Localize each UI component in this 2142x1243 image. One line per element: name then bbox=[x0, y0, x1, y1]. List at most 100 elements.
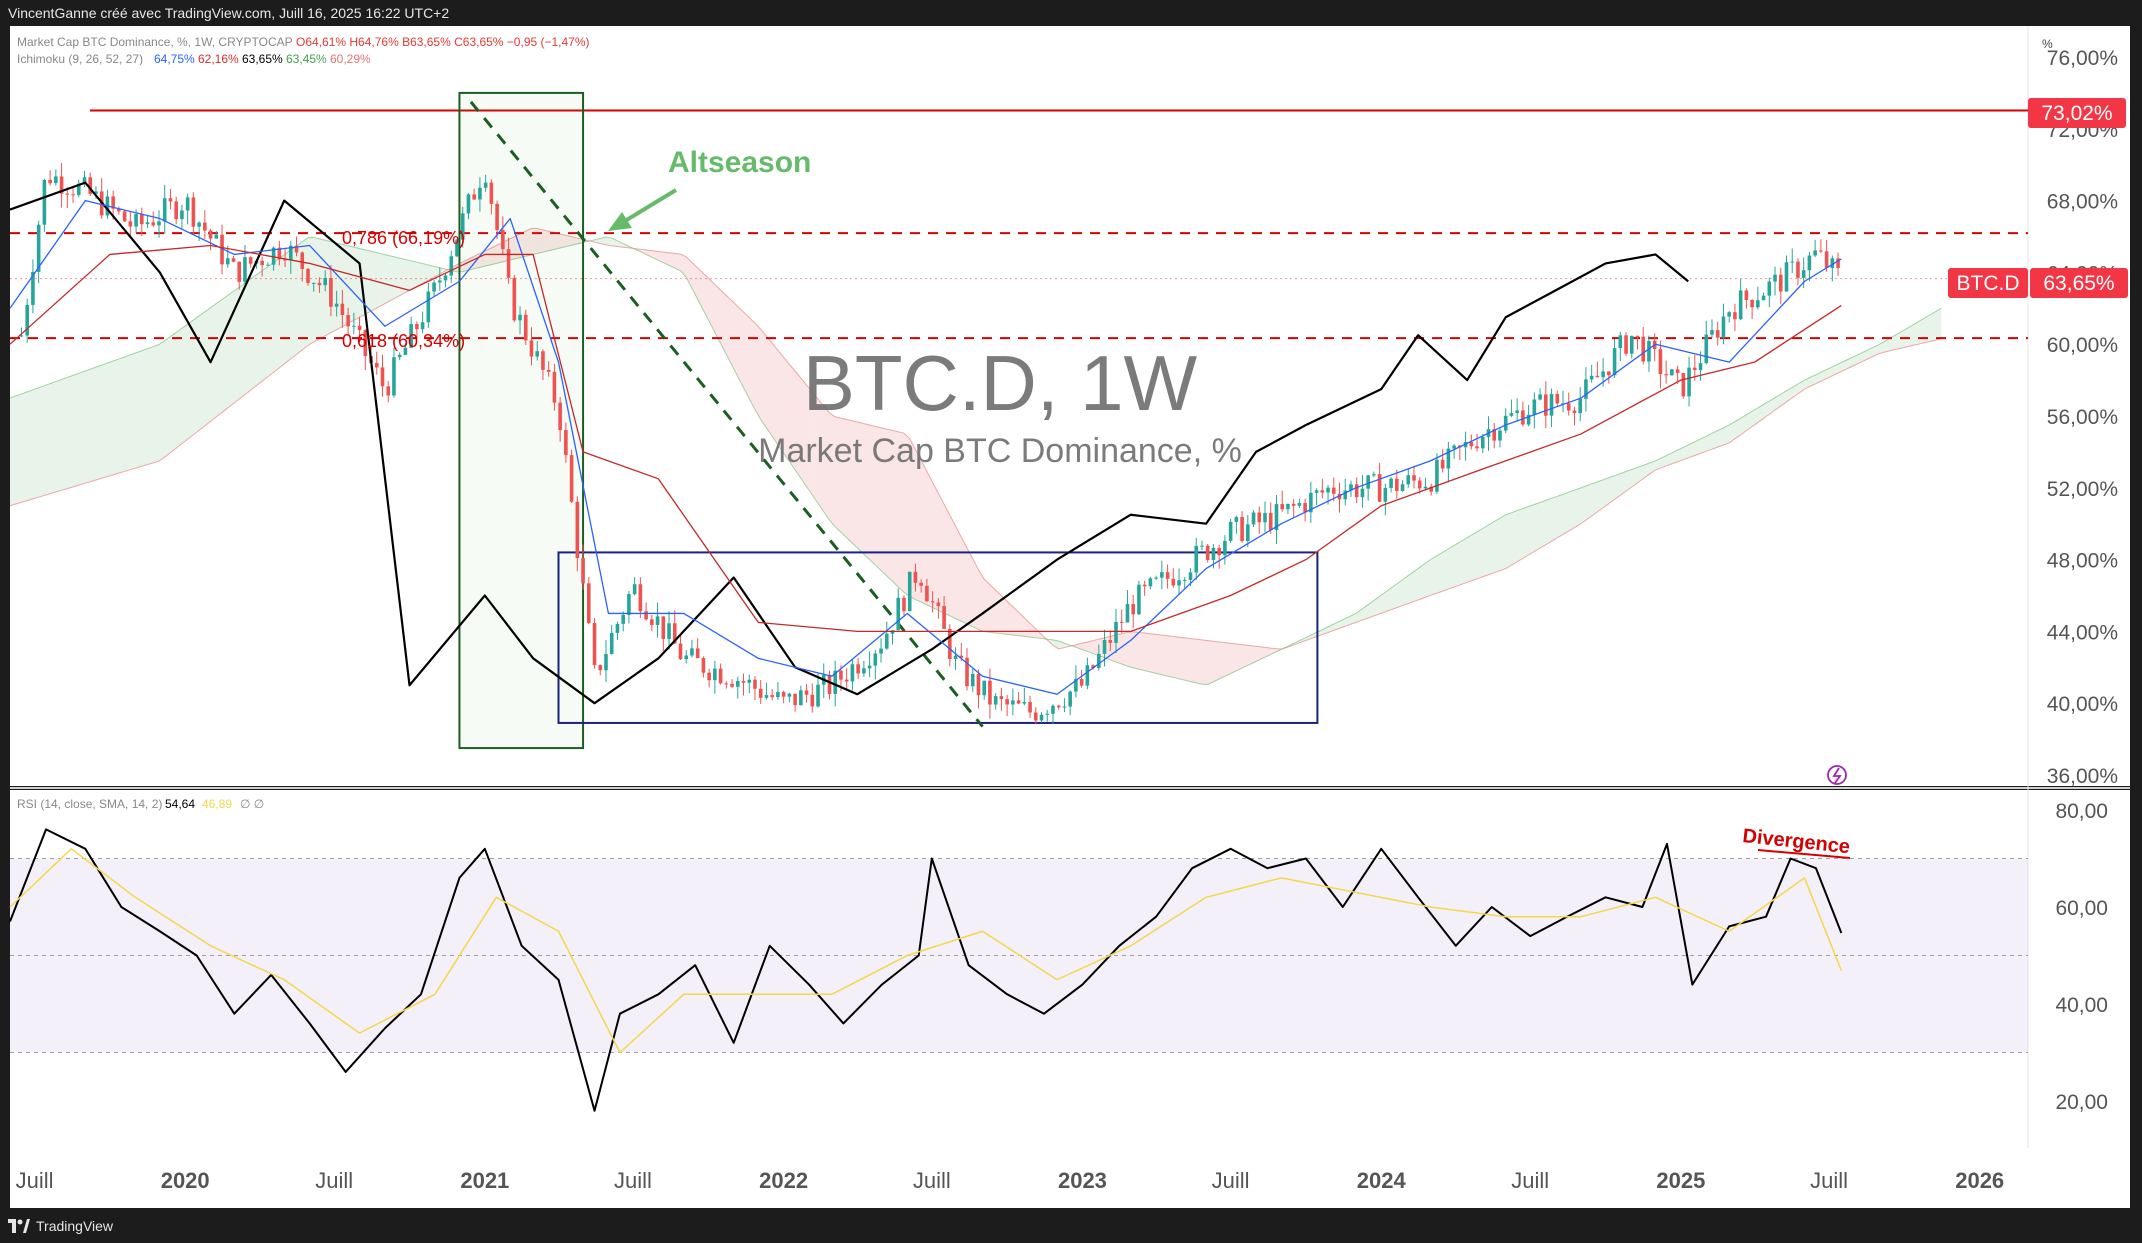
cloud-segment bbox=[1230, 643, 1237, 674]
cloud-segment bbox=[61, 377, 68, 491]
candle-body bbox=[1544, 394, 1548, 416]
symbol-price-label: BTC.D 63,65% bbox=[1948, 268, 2128, 298]
candle-body bbox=[1182, 579, 1187, 581]
candle-body bbox=[1251, 512, 1256, 525]
cloud-segment bbox=[1161, 635, 1168, 677]
candle-body bbox=[1039, 714, 1044, 721]
candle-body bbox=[1670, 369, 1674, 376]
cloud-segment bbox=[1396, 579, 1403, 608]
cloud-segment bbox=[909, 438, 916, 600]
cloud-segment bbox=[1499, 514, 1506, 571]
candle-body bbox=[799, 690, 803, 706]
price-pane[interactable] bbox=[10, 26, 2130, 786]
cloud-segment bbox=[113, 358, 119, 475]
cloud-segment bbox=[1689, 441, 1695, 458]
candle-body bbox=[214, 234, 219, 239]
time-tick-12: Juill bbox=[1810, 1168, 1848, 1193]
candle-body bbox=[455, 239, 459, 257]
blue-box[interactable] bbox=[557, 551, 1319, 724]
candle-body bbox=[1721, 316, 1726, 338]
candle-body bbox=[1091, 665, 1095, 668]
cloud-segment bbox=[886, 429, 893, 582]
rsi-pane[interactable] bbox=[10, 790, 2130, 1148]
cloud-segment bbox=[1843, 358, 1850, 371]
candle-body bbox=[1607, 371, 1611, 376]
candle-body bbox=[1263, 512, 1267, 523]
horizontal-levels bbox=[10, 109, 2028, 340]
cloud-segment bbox=[1001, 595, 1008, 635]
rsi-axis[interactable]: 80,00 60,00 40,00 20,00 bbox=[2055, 800, 2108, 1114]
cloud-segment bbox=[1213, 641, 1220, 682]
candle-body bbox=[266, 264, 270, 266]
cloud-segment bbox=[823, 406, 830, 521]
time-tick-4: Juill bbox=[614, 1168, 652, 1193]
candle-body bbox=[1177, 580, 1181, 586]
cloud-segment bbox=[800, 378, 807, 487]
candle-body bbox=[1612, 348, 1617, 376]
cloud-segment bbox=[1436, 552, 1443, 594]
footer-brand: TradingView bbox=[36, 1218, 114, 1234]
candle-body bbox=[758, 688, 763, 698]
cloud-segment bbox=[290, 245, 297, 359]
cloud-segment bbox=[1752, 407, 1758, 427]
time-axis[interactable]: Juill 2020 Juill 2021 Juill 2022 Juill 2023 Juil… bbox=[16, 1168, 2005, 1193]
cloud-segment bbox=[531, 228, 538, 255]
cloud-segment bbox=[1540, 500, 1546, 549]
candle-body bbox=[569, 455, 574, 502]
candle-body bbox=[586, 583, 591, 623]
candle-body bbox=[237, 261, 242, 282]
cloud-segment bbox=[605, 237, 612, 246]
green-box[interactable] bbox=[458, 91, 585, 750]
cloud-segment bbox=[1631, 467, 1638, 488]
cloud-segment bbox=[27, 389, 33, 501]
divergence-line bbox=[1757, 849, 1851, 859]
cloud-segment bbox=[38, 385, 45, 498]
candle-body bbox=[1119, 621, 1124, 623]
candle-body bbox=[1733, 312, 1737, 320]
cloud-segment bbox=[279, 254, 286, 368]
cloud-segment bbox=[1196, 639, 1202, 685]
candle-body bbox=[1211, 547, 1216, 560]
cloud-segment bbox=[1700, 436, 1707, 454]
tradingview-logo-icon bbox=[8, 1219, 30, 1233]
candle-body bbox=[770, 695, 774, 698]
candle-body bbox=[489, 182, 494, 204]
cloud-segment bbox=[1425, 559, 1432, 598]
candle-body bbox=[1406, 475, 1411, 485]
legend-rsi-sma: 46,89 bbox=[202, 797, 232, 811]
cloud-segment bbox=[204, 307, 211, 426]
candle-body bbox=[1807, 255, 1812, 271]
candle-body bbox=[1011, 700, 1015, 705]
rsi-tick-2: 40,00 bbox=[2055, 994, 2108, 1017]
candle-body bbox=[518, 314, 522, 321]
cloud-segment bbox=[1144, 633, 1151, 672]
candle-body bbox=[334, 303, 339, 307]
candle-body bbox=[1738, 290, 1743, 320]
candle-body bbox=[1079, 679, 1084, 686]
legend-ichimoku-v4: 60,29% bbox=[330, 52, 371, 66]
cloud-segment bbox=[892, 430, 899, 587]
candle-body bbox=[1767, 281, 1772, 296]
cloud-segment bbox=[1666, 452, 1672, 466]
cloud-segment bbox=[153, 344, 159, 463]
chart-canvas[interactable]: BTC.D, 1W Market Cap BTC Dominance, % Al… bbox=[0, 0, 2142, 1210]
lightning-icon[interactable] bbox=[1827, 765, 1847, 785]
candle-body bbox=[970, 673, 975, 687]
fib-618-label: 0,618 (60,34%) bbox=[342, 331, 465, 351]
cloud-segment bbox=[1620, 471, 1627, 496]
span-a-line bbox=[9, 236, 1942, 685]
candle-body bbox=[1830, 258, 1835, 268]
candle-body bbox=[1693, 367, 1697, 371]
candle-body bbox=[1658, 349, 1663, 375]
candle-body bbox=[397, 354, 402, 358]
cloud-segment bbox=[1826, 366, 1833, 379]
cloud-segment bbox=[1270, 648, 1277, 655]
cloud-segment bbox=[571, 236, 578, 246]
candle-body bbox=[976, 673, 981, 696]
cloud-segment bbox=[1746, 411, 1753, 431]
cloud-segment bbox=[760, 329, 767, 428]
cloud-segment bbox=[646, 249, 652, 258]
cloud-segment bbox=[1706, 433, 1712, 452]
tradingview-logo[interactable]: TradingView bbox=[8, 1218, 113, 1234]
cloud-segment bbox=[858, 422, 864, 555]
